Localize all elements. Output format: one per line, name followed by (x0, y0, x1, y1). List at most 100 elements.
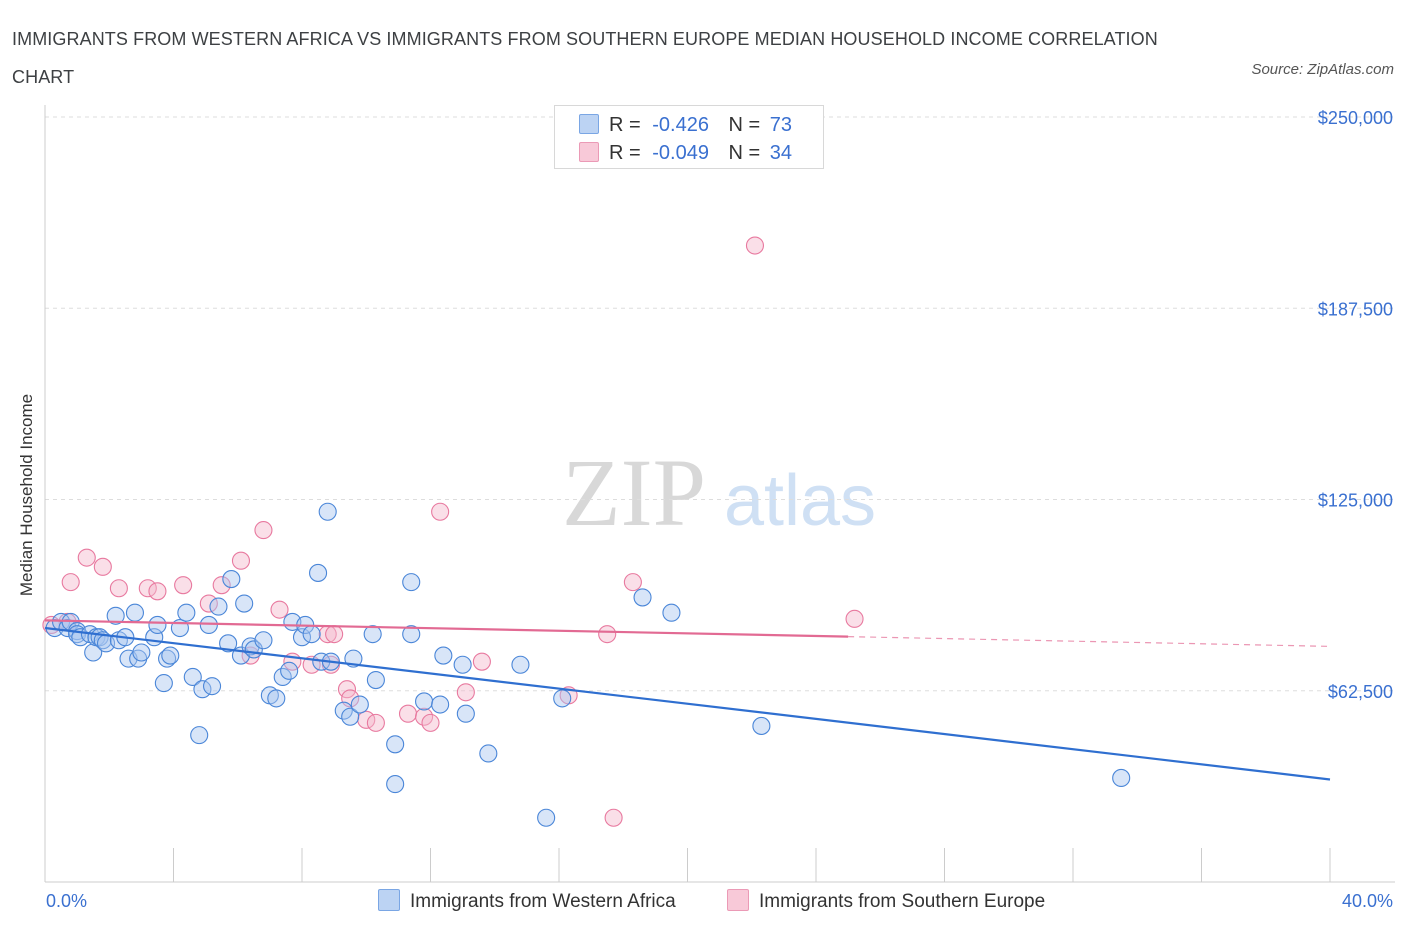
trend-lines (44, 619, 1331, 781)
legend-item-southern-europe: Immigrants from Southern Europe (727, 889, 1045, 913)
trend-line-southern-europe-extension (848, 636, 1331, 647)
legend-row-western-africa: R = -0.426 N = 73 (579, 114, 792, 138)
point-western-africa (1112, 768, 1131, 788)
point-southern-europe (472, 652, 491, 671)
legend-item-western-africa: Immigrants from Western Africa (378, 889, 676, 913)
point-southern-europe (456, 683, 475, 702)
point-western-africa (219, 634, 238, 653)
legend-swatch-pink (579, 142, 599, 162)
legend-n-label: N = (728, 142, 761, 164)
point-western-africa (209, 597, 228, 616)
point-western-africa (154, 674, 173, 693)
y-tick-label: $125,000 (1318, 491, 1393, 511)
legend-r-value: -0.426 (652, 114, 709, 136)
legend-n-value: 34 (769, 142, 793, 164)
point-western-africa (479, 744, 498, 763)
point-western-africa (434, 646, 453, 665)
point-western-africa (302, 625, 321, 644)
legend-r-label: R = (609, 114, 641, 136)
point-southern-europe (366, 713, 385, 732)
trend-line-southern-europe (44, 619, 849, 638)
point-western-africa (402, 573, 421, 592)
watermark-zip: ZIP (562, 439, 706, 546)
point-western-africa (453, 655, 472, 674)
point-western-africa (193, 680, 212, 699)
point-western-africa (183, 667, 202, 687)
legend-n-value: 73 (769, 114, 793, 136)
legend-row-southern-europe: R = -0.049 N = 34 (579, 142, 792, 166)
legend-label-western-africa: Immigrants from Western Africa (410, 891, 676, 912)
legend-swatch-blue (378, 889, 400, 911)
point-western-africa (125, 603, 144, 622)
x-tick-label-min: 0.0% (46, 891, 88, 911)
series-legend: Immigrants from Western Africa Immigrant… (0, 889, 1406, 915)
point-western-africa (386, 735, 405, 754)
point-western-africa (84, 643, 103, 662)
correlation-legend: R = -0.426 N = 73 R = -0.049 N = 34 (554, 105, 824, 169)
point-western-africa (366, 670, 385, 690)
point-southern-europe (398, 704, 418, 723)
point-western-africa (158, 649, 177, 668)
axes (44, 105, 1395, 883)
point-southern-europe (604, 808, 623, 827)
point-southern-europe (254, 521, 273, 540)
point-western-africa (309, 563, 328, 582)
legend-r-label: R = (609, 142, 641, 164)
point-southern-europe (77, 548, 96, 567)
series-western-africa (45, 502, 1131, 827)
watermark-atlas: atlas (724, 461, 876, 541)
point-western-africa (341, 707, 360, 726)
point-southern-europe (325, 625, 344, 644)
point-western-africa (402, 625, 421, 644)
point-western-africa (106, 606, 125, 625)
legend-n-label: N = (728, 114, 761, 136)
legend-swatch-pink (727, 889, 749, 911)
point-western-africa (68, 625, 87, 644)
point-western-africa (254, 631, 273, 650)
point-western-africa (350, 695, 369, 714)
chart-title: IMMIGRANTS FROM WESTERN AFRICA VS IMMIGR… (12, 29, 1158, 87)
legend-swatch-blue (579, 114, 599, 134)
point-western-africa (633, 588, 652, 607)
legend-label-southern-europe: Immigrants from Southern Europe (759, 891, 1046, 912)
point-southern-europe (174, 576, 193, 595)
point-western-africa (203, 677, 222, 696)
watermark: ZIP atlas (562, 439, 876, 546)
y-tick-label: $62,500 (1328, 682, 1393, 702)
point-southern-europe (109, 579, 128, 598)
point-western-africa (177, 603, 196, 622)
point-southern-europe (93, 557, 112, 576)
point-southern-europe (745, 236, 765, 255)
point-western-africa (386, 775, 405, 794)
point-western-africa (190, 726, 209, 745)
point-southern-europe (431, 502, 450, 521)
point-southern-europe (598, 625, 617, 644)
y-tick-labels: $62,500 $125,000 $187,500 $250,000 (1318, 108, 1393, 702)
point-western-africa (222, 570, 241, 589)
point-western-africa (235, 594, 254, 613)
point-western-africa (318, 502, 337, 521)
series-southern-europe (42, 236, 864, 827)
point-southern-europe (845, 609, 864, 628)
legend-r-value: -0.049 (652, 142, 709, 164)
point-western-africa (456, 704, 475, 723)
point-western-africa (280, 661, 299, 680)
point-southern-europe (199, 594, 218, 613)
point-western-africa (537, 808, 556, 827)
y-tick-label: $187,500 (1318, 299, 1393, 319)
point-western-africa (132, 643, 151, 662)
point-southern-europe (623, 573, 642, 592)
x-tick-label-max: 40.0% (1341, 891, 1393, 911)
point-western-africa (511, 655, 530, 674)
point-southern-europe (61, 573, 80, 592)
source-note: Source: ZipAtlas.com (1251, 61, 1394, 78)
point-southern-europe (138, 579, 157, 598)
point-western-africa (415, 692, 434, 711)
point-western-africa (199, 615, 218, 635)
point-western-africa (431, 695, 450, 714)
point-southern-europe (231, 551, 251, 570)
point-southern-europe (212, 576, 231, 595)
trend-line-western-africa (44, 626, 1331, 781)
point-western-africa (161, 646, 180, 665)
